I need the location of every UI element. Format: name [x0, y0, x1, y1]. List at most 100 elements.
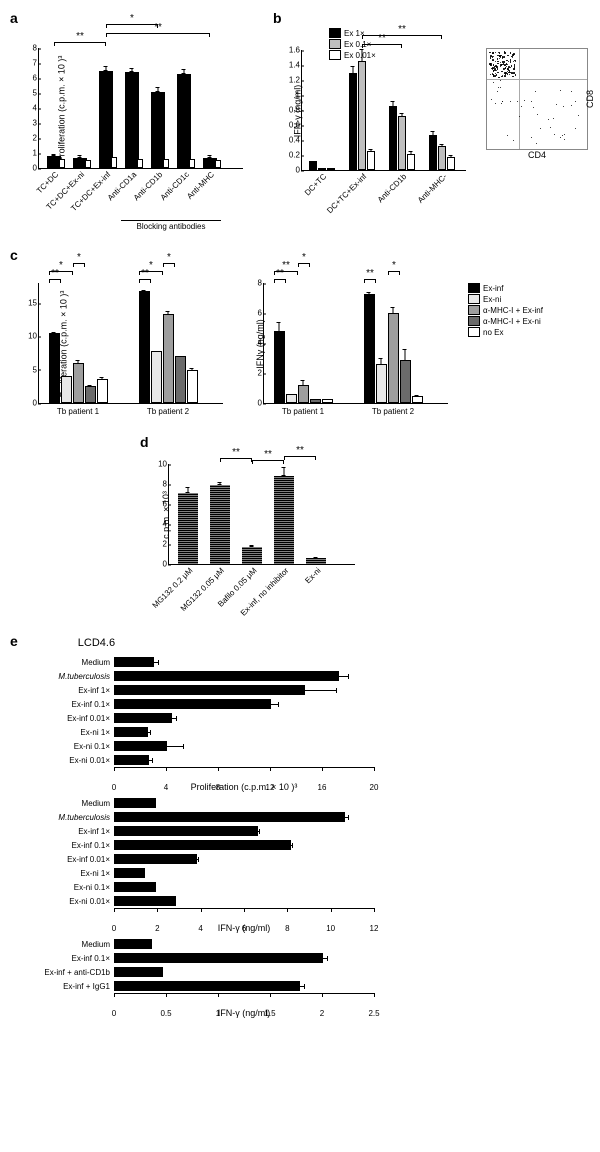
- scatter-dot: [512, 76, 514, 78]
- quad-line-v: [519, 49, 520, 149]
- legend-text: Ex-inf: [483, 284, 503, 293]
- scatter-dot: [562, 135, 563, 136]
- panel-b-chart: IFN-γ (ng/ml)Ex 1×Ex 0.1×Ex 0.01×00.20.4…: [301, 50, 466, 171]
- hbar-track: [114, 981, 590, 991]
- hbar: [115, 953, 323, 963]
- scatter-dot: [508, 66, 510, 68]
- significance-bracket: **: [362, 35, 442, 39]
- bar: [429, 135, 437, 170]
- x-tick-mark: [166, 767, 167, 771]
- hbar-label: Ex-ni 1×: [30, 869, 114, 878]
- sig-text: **: [282, 260, 290, 271]
- scatter-dot: [531, 101, 532, 102]
- bar-group: TC+DC+Ex-ni: [69, 48, 91, 168]
- hbar-label: Ex-inf 0.01×: [30, 714, 114, 723]
- panel-a-chart: Proliferation (c.p.m. × 10 )³012345678TC…: [38, 48, 243, 169]
- y-tick: 6: [258, 309, 262, 318]
- chart-group: Tb patient 1: [43, 283, 113, 403]
- hbar-track: [114, 868, 590, 878]
- panel-a-plot: 012345678TC+DCTC+DC+Ex-niTC+DC+Ex-infAnt…: [38, 48, 243, 169]
- sig-text: **: [366, 268, 374, 279]
- hbar-track: [114, 840, 590, 850]
- scatter-dot: [514, 64, 516, 66]
- bar: [274, 476, 294, 564]
- bar: [388, 313, 399, 403]
- y-tick: 0.6: [289, 121, 300, 130]
- error-bar: [353, 66, 354, 74]
- scatter-dot: [491, 99, 492, 100]
- bar: [412, 396, 423, 404]
- hbar-label: Medium: [30, 658, 114, 667]
- hbar: [115, 826, 258, 836]
- x-tick-mark: [270, 993, 271, 997]
- scatter-x-label: CD4: [486, 150, 588, 160]
- sig: **: [139, 279, 151, 283]
- scatter-dot: [531, 137, 532, 138]
- sig-text: *: [149, 260, 153, 271]
- x-tick: 2: [155, 924, 159, 933]
- y-tick: 8: [258, 279, 262, 288]
- y-tick: 7: [33, 59, 37, 68]
- scatter-dot: [500, 66, 502, 68]
- error-bar: [371, 149, 372, 152]
- panel-c-row: Proliferation (c.p.m. × 10 )³051015Tb pa…: [10, 265, 590, 404]
- hbar-row: Ex-ni 0.01×: [30, 894, 590, 908]
- x-tick-mark: [218, 767, 219, 771]
- hbar-track: [114, 967, 590, 977]
- hbar-track: [114, 685, 590, 695]
- bar: [322, 399, 333, 404]
- y-tick: 2: [163, 540, 167, 549]
- error-bar: [192, 368, 193, 371]
- panel-e: eLCD4.6MediumM.tuberculosisEx-inf 1×Ex-i…: [10, 633, 590, 1018]
- sig-text: *: [77, 252, 81, 263]
- y-tick: 4: [33, 104, 37, 113]
- sig-text: *: [302, 252, 306, 263]
- hbar-label: Ex-inf 1×: [30, 827, 114, 836]
- sig: *: [163, 263, 175, 267]
- panel-d: dc.p.m. × 10³0246810MG132 0.2 μMMG132 0.…: [140, 434, 590, 565]
- scatter-dot: [553, 118, 554, 119]
- significance-bracket: **: [362, 44, 402, 48]
- x-tick: 10: [326, 924, 335, 933]
- error-bar: [180, 356, 181, 358]
- bar: [73, 363, 84, 403]
- bar: [398, 116, 406, 170]
- hbar-label: Ex-inf 0.01×: [30, 855, 114, 864]
- scatter-dot: [495, 103, 496, 104]
- error-bar: [327, 399, 328, 400]
- bar: [177, 74, 191, 169]
- bar-small: [137, 159, 143, 169]
- legend-item: Ex-ni: [468, 294, 543, 304]
- error-bar: [220, 482, 221, 485]
- scatter-dot: [507, 73, 509, 75]
- x-tick-mark: [244, 908, 245, 912]
- x-tick-mark: [374, 908, 375, 912]
- hbar-track: [114, 882, 590, 892]
- spacer: [10, 565, 590, 633]
- error-bar: [393, 307, 394, 315]
- scatter-dot: [519, 116, 520, 117]
- hchart: MediumEx-inf 0.1×Ex-inf + anti-CD1bEx-in…: [30, 937, 590, 1018]
- bar: [286, 394, 297, 403]
- y-tick: 0.4: [289, 136, 300, 145]
- error-bar: [148, 732, 152, 733]
- bar: [242, 547, 262, 564]
- bar-small: [59, 159, 65, 169]
- scatter-dot: [497, 63, 499, 65]
- group-label: Tb patient 2: [147, 407, 189, 416]
- hbar-label: Ex-ni 1×: [30, 728, 114, 737]
- legend-text: Ex-ni: [483, 295, 501, 304]
- panel-c-label: c: [10, 247, 590, 263]
- chart-group: Tb patient 2: [358, 283, 428, 403]
- hbar-label: Ex-ni 0.01×: [30, 756, 114, 765]
- x-tick-mark: [166, 993, 167, 997]
- y-tick: 5: [33, 365, 37, 374]
- scatter-dot: [496, 74, 498, 76]
- panel-e-header: eLCD4.6: [10, 633, 590, 651]
- hbar-row: Ex-ni 1×: [30, 725, 590, 739]
- y-tick: 4: [258, 339, 262, 348]
- panel-b: bIFN-γ (ng/ml)Ex 1×Ex 0.1×Ex 0.01×00.20.…: [273, 10, 588, 171]
- sig: **: [252, 460, 284, 464]
- x-tick-mark: [201, 908, 202, 912]
- hbar-track: [114, 671, 590, 681]
